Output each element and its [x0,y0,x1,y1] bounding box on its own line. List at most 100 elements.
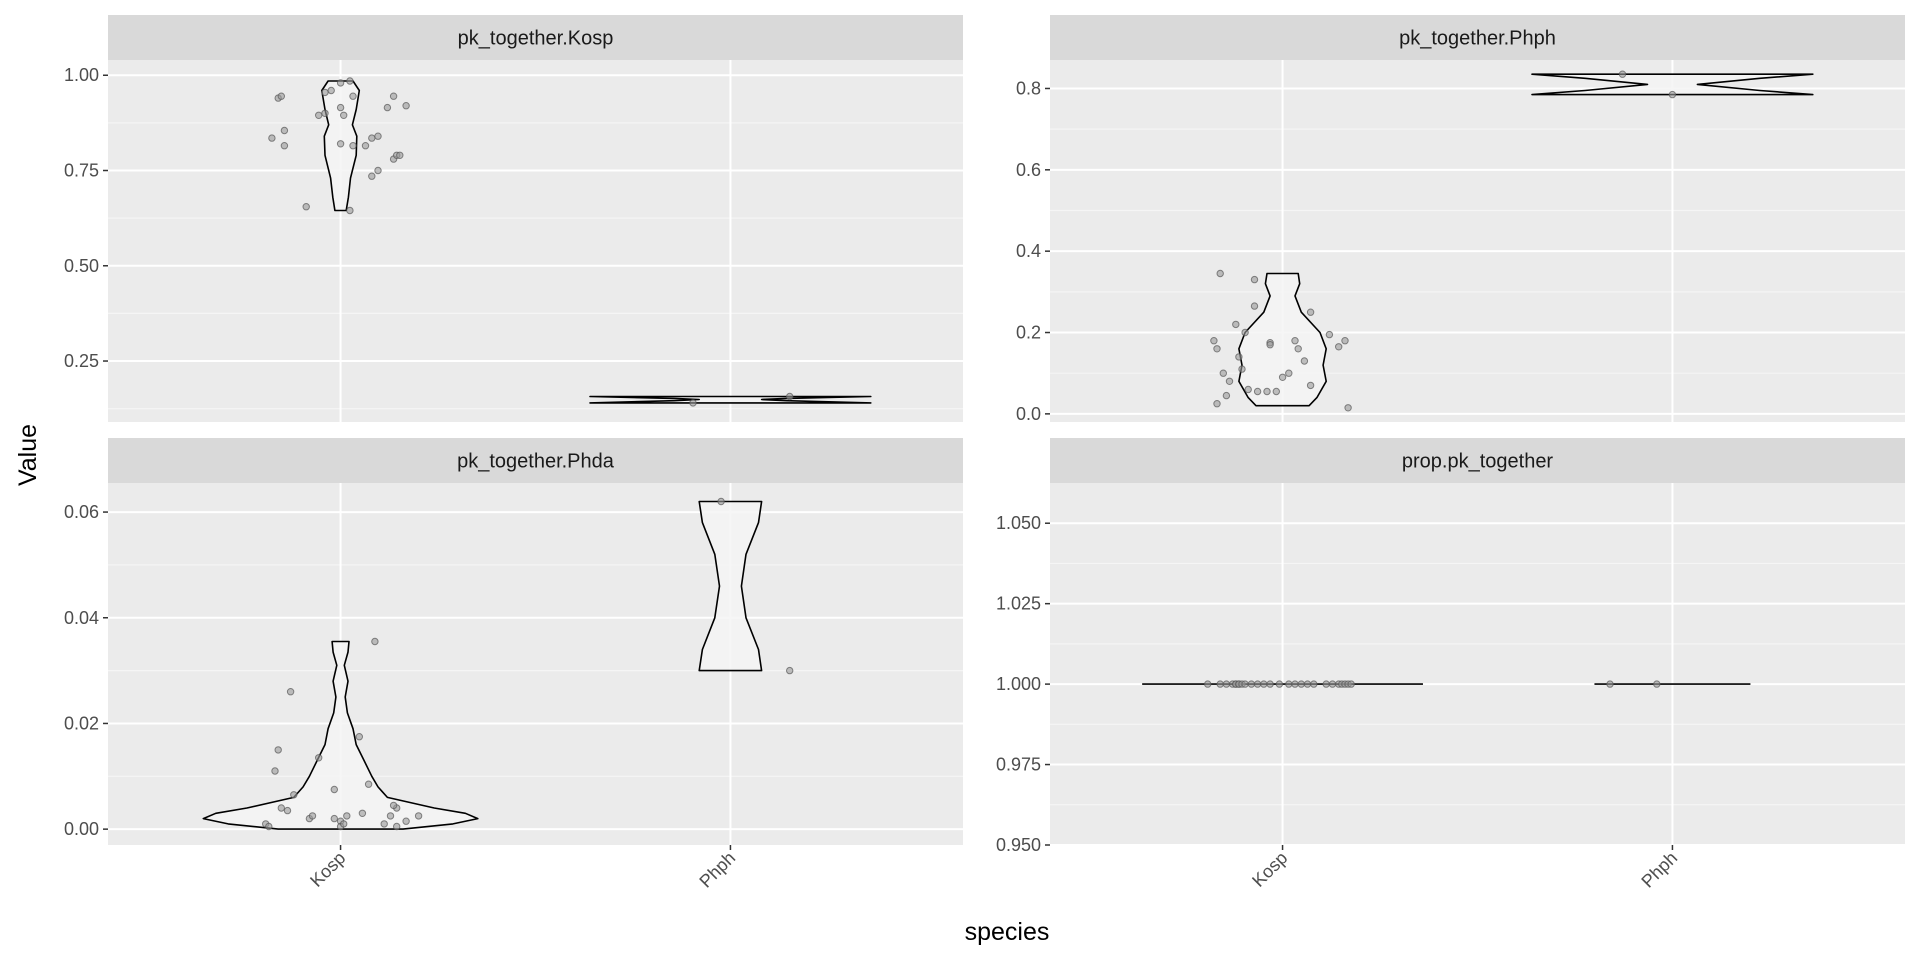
facet-panel: pk_together.Phda 0.00 0.02 0.04 0.06 Kosp Phph [64,438,963,892]
data-point [340,111,348,120]
violin-kosp [202,640,479,830]
y-axis-title: Value [14,424,42,486]
data-point [265,822,273,831]
x-axis-title: species [965,918,1050,946]
data-point [1306,308,1315,316]
data-point [371,637,379,646]
data-point [1275,680,1284,688]
data-point [1219,369,1228,377]
data-point [336,103,345,112]
data-point [689,399,697,407]
data-point [268,134,276,142]
facet-strip [108,438,963,483]
data-point [1241,328,1249,337]
data-point [1618,70,1627,78]
data-point [1344,404,1352,412]
panel-background [1050,483,1905,845]
y-tick-label: 0.8 [1016,78,1041,98]
data-point [1222,680,1231,688]
data-point [361,142,370,150]
data-point [1291,680,1299,688]
data-point [402,102,410,110]
data-point [277,92,285,100]
data-point [1263,387,1271,396]
data-point [1247,680,1256,688]
x-tick-label: Kosp [306,848,349,891]
data-point [1322,680,1330,688]
data-point [386,812,395,820]
data-point [1213,345,1221,353]
panel-background [108,60,963,422]
violin-phph [698,500,763,672]
data-point [1225,377,1234,385]
data-point [336,140,345,148]
data-point [1272,387,1281,396]
data-point [383,103,392,112]
y-tick-label: 0.0 [1016,404,1041,424]
y-tick-label: 1.025 [996,594,1041,614]
data-point [1347,680,1355,688]
data-point [393,822,401,831]
data-point [1250,275,1259,284]
data-point [277,804,285,812]
data-point [1668,90,1677,99]
data-point [280,142,289,150]
facet-panel: pk_together.Kosp 0.25 0.50 0.75 1.00 [64,15,963,422]
data-point [330,814,338,823]
facet-strip [108,15,963,60]
data-point [1244,385,1252,394]
data-point [271,767,279,775]
facet-strip [1050,438,1905,483]
data-point [1266,680,1274,688]
y-tick-label: 0.04 [64,608,99,628]
data-point [1222,391,1231,400]
data-point [364,780,373,788]
data-point [1335,343,1343,351]
data-point [1285,369,1293,377]
data-point [1232,320,1240,329]
data-point [1328,680,1337,688]
y-tick-label: 0.2 [1016,323,1041,343]
data-point [1294,345,1302,353]
data-point [346,206,354,215]
data-point [1297,680,1306,688]
y-tick-label: 0.75 [64,161,99,181]
x-tick-label: Kosp [1248,848,1291,891]
data-point [1238,365,1246,373]
data-point [1235,353,1243,361]
y-tick-label: 0.00 [64,819,99,839]
data-point [286,688,295,696]
data-point [414,812,423,820]
facet-panel: pk_together.Phph 0.0 0.2 0.4 0.6 0.8 [1016,15,1905,424]
data-point [389,92,398,100]
facet-title: pk_together.Kosp [458,28,614,50]
data-point [302,203,310,211]
facet-strip [1050,15,1905,60]
data-point [321,109,329,118]
x-tick-label: Phph [1637,848,1681,892]
data-point [1250,302,1259,310]
data-point [1216,680,1224,688]
data-point [315,754,323,762]
data-point [1213,400,1221,408]
data-point [1241,680,1249,688]
y-tick-label: 1.00 [64,65,99,85]
violin-kosp [1238,272,1327,407]
data-point [368,134,376,142]
data-point [346,77,354,85]
data-point [1653,680,1661,688]
y-tick-label: 0.02 [64,713,99,733]
data-point [321,88,329,97]
data-point [374,132,382,140]
data-point [349,92,357,100]
data-point [1341,337,1349,345]
data-point [1325,330,1334,339]
data-point [1306,381,1315,390]
panel-background [108,483,963,845]
y-tick-label: 0.950 [996,835,1041,855]
data-point [1266,341,1274,349]
data-point [1303,680,1312,688]
data-point [402,817,410,825]
data-point [1285,680,1293,688]
violin-phph [589,395,872,404]
